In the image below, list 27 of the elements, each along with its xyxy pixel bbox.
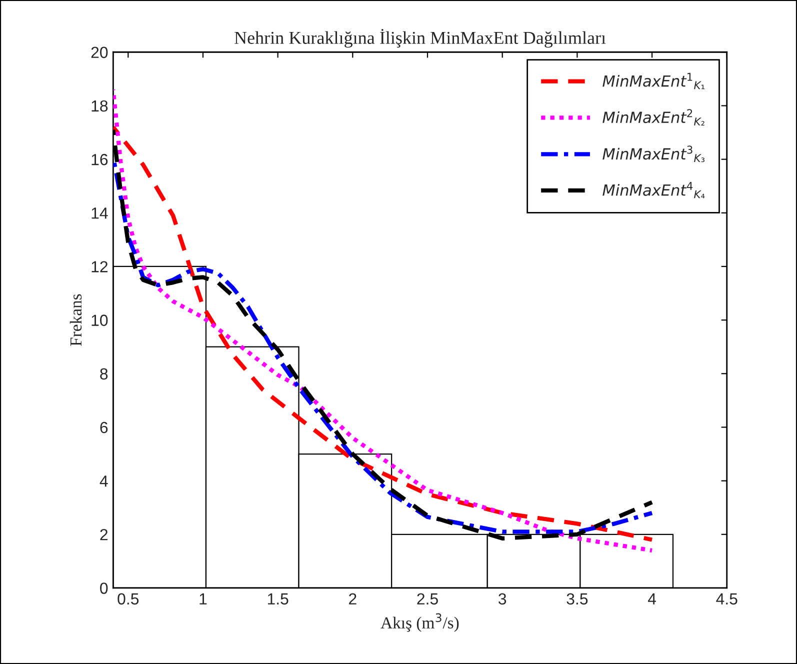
y-tick-label: 12 — [92, 261, 108, 272]
x-tick-label: 3.5 — [566, 593, 588, 605]
chart-title: Nehrin Kuraklığına İlişkin MinMaxEnt Dağılımları — [234, 28, 606, 48]
x-tick-label: 4 — [648, 593, 656, 604]
legend-label: MinMaxEnt$^{2}$$_{K₂}$ — [602, 109, 704, 126]
x-tick-label: 4.5 — [716, 593, 738, 605]
y-tick-label: 10 — [92, 314, 108, 326]
x-tick-label: 1 — [200, 593, 207, 604]
y-tick-label: 4 — [100, 476, 108, 487]
y-axis-title: Frekans — [70, 294, 82, 346]
y-tick-label: 14 — [92, 208, 108, 219]
x-tick-label: 2.5 — [417, 593, 438, 605]
y-tick-label: 8 — [100, 368, 108, 380]
x-tick-label: 3 — [498, 593, 506, 605]
x-axis-title: Akış (m$^{3}$/s) — [380, 613, 459, 632]
x-tick-label: 0.5 — [118, 593, 139, 605]
y-tick-label: 16 — [92, 154, 108, 166]
y-tick-label: 20 — [91, 46, 108, 58]
y-tick-label: 0 — [100, 582, 108, 594]
x-tick-label: 2 — [349, 593, 356, 604]
legend-label: MinMaxEnt$^{1}$$_{K₁}$ — [602, 72, 704, 90]
y-tick-label: 2 — [100, 529, 108, 540]
legend-label: MinMaxEnt$^{4}$$_{K₄}$ — [602, 182, 705, 198]
x-tick-label: 1.5 — [268, 593, 288, 605]
y-tick-label: 6 — [100, 422, 108, 434]
y-tick-label: 18 — [92, 100, 108, 112]
legend-label: MinMaxEnt$^{3}$$_{K₃}$ — [602, 146, 704, 162]
